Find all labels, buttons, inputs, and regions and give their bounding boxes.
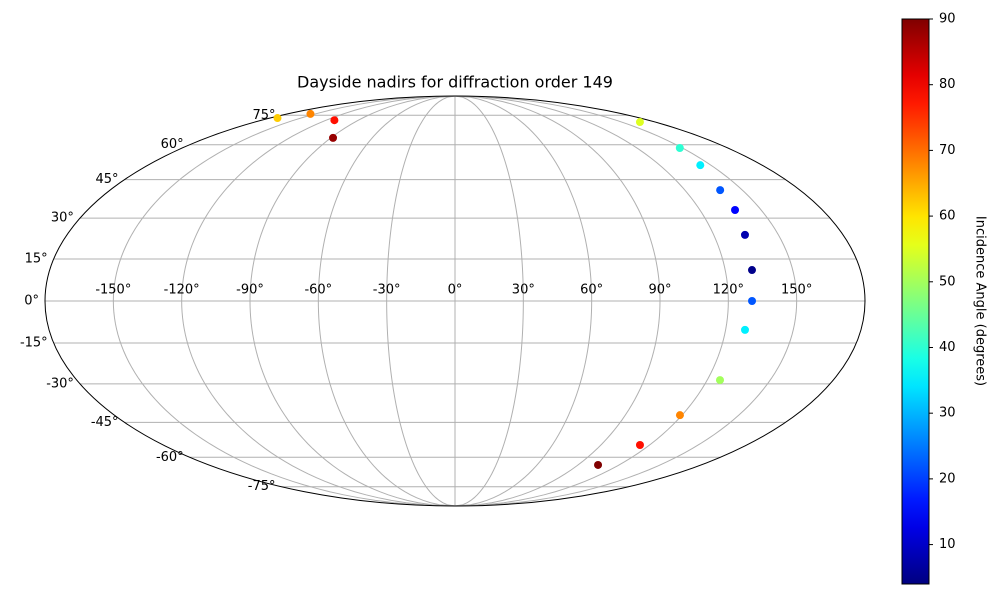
- chart-title: Dayside nadirs for diffraction order 149: [297, 73, 613, 92]
- y-tick-label: 0°: [24, 294, 39, 309]
- data-point: [330, 116, 339, 125]
- x-tick-label: -30°: [373, 283, 401, 298]
- grid-line: [454, 95, 729, 507]
- data-point: [675, 411, 684, 420]
- grid-line: [181, 95, 456, 507]
- data-point: [740, 230, 749, 239]
- y-tick-label: 30°: [51, 211, 74, 226]
- grid-line: [112, 95, 456, 507]
- data-point: [635, 118, 644, 127]
- y-tick-label: 75°: [252, 108, 275, 123]
- x-tick-label: -120°: [164, 283, 200, 298]
- x-tick-label: 30°: [512, 283, 535, 298]
- y-tick-label: -15°: [20, 335, 48, 350]
- x-tick-label: 0°: [448, 283, 463, 298]
- data-point: [696, 161, 705, 170]
- y-tick-label: -75°: [248, 479, 276, 494]
- data-point: [747, 266, 756, 275]
- data-point: [273, 114, 282, 123]
- grid-line: [454, 95, 661, 507]
- data-point: [675, 143, 684, 152]
- grid-line: [249, 95, 456, 507]
- colorbar-tick-label: 80: [939, 77, 956, 92]
- map-boundary: [44, 95, 866, 507]
- x-tick-label: -90°: [236, 283, 264, 298]
- colorbar-tick-label: 20: [939, 471, 956, 486]
- colorbar-tick-label: 30: [939, 406, 956, 421]
- colorbar-label: Incidence Angle (degrees): [973, 216, 988, 386]
- x-tick-label: -60°: [304, 283, 332, 298]
- data-point: [306, 109, 315, 118]
- x-tick-label: -150°: [95, 283, 131, 298]
- y-tick-label: -45°: [91, 415, 119, 430]
- y-tick-label: -30°: [46, 376, 74, 391]
- y-tick-label: 45°: [96, 172, 119, 187]
- colorbar-tick-label: 40: [939, 340, 956, 355]
- colorbar-tick-label: 50: [939, 274, 956, 289]
- data-point: [635, 441, 644, 450]
- y-tick-label: 60°: [161, 137, 184, 152]
- data-point: [741, 325, 750, 334]
- data-point: [748, 297, 757, 305]
- colorbar-tick-label: 60: [939, 209, 956, 224]
- data-point: [594, 460, 603, 469]
- x-tick-label: 60°: [580, 283, 603, 298]
- x-tick-label: 120°: [713, 283, 744, 298]
- x-tick-label: 90°: [648, 283, 671, 298]
- data-point: [716, 186, 725, 195]
- x-tick-label: 150°: [781, 283, 812, 298]
- y-tick-label: -60°: [156, 450, 184, 465]
- grid-line: [386, 95, 456, 507]
- grid-line: [454, 95, 593, 507]
- grid-line: [454, 95, 798, 507]
- data-point: [329, 133, 338, 142]
- y-tick-label: 15°: [25, 252, 48, 267]
- colorbar-tick-label: 90: [939, 12, 956, 27]
- data-point: [731, 205, 740, 214]
- grid-line: [454, 95, 524, 507]
- colorbar-tick-label: 70: [939, 143, 956, 158]
- colorbar-tick-label: 10: [939, 537, 956, 552]
- data-point: [715, 376, 724, 385]
- grid-line: [317, 95, 456, 507]
- colorbar: [901, 18, 930, 585]
